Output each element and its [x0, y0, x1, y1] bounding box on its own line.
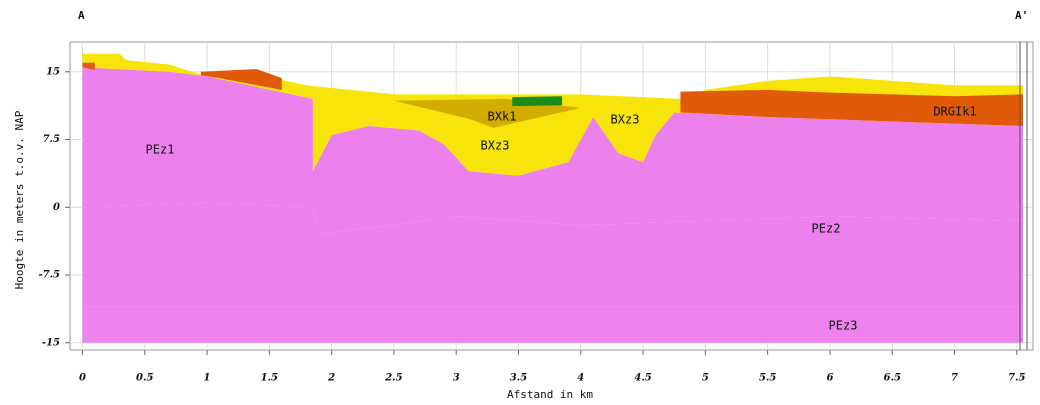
unit-label: BXk1: [488, 110, 517, 124]
x-axis-label: Afstand in km: [507, 388, 593, 401]
unit-label: BXz3: [611, 113, 640, 127]
x-tick-label: 6: [826, 373, 833, 384]
y-tick-label: -7.5: [38, 270, 60, 281]
x-tick-label: 4.5: [634, 373, 651, 384]
x-tick-label: 5: [702, 373, 709, 384]
x-tick-label: 0.5: [136, 373, 153, 384]
x-tick-label: 5.5: [759, 373, 776, 384]
x-tick-label: 2: [327, 373, 335, 384]
x-tick-label: 1: [204, 373, 211, 384]
start-label: A: [78, 9, 85, 22]
x-tick-label: 6.5: [884, 373, 901, 384]
chart: A A' Afstand in km Hoogte in meters t.o.…: [0, 0, 1040, 405]
y-tick-label: 15: [46, 66, 60, 77]
x-tick-label: 7: [951, 373, 958, 384]
x-tick-label: 0: [79, 373, 86, 384]
x-tick-label: 1.5: [261, 373, 278, 384]
unit-label: PEz2: [812, 222, 841, 236]
x-tick-label: 2.5: [384, 373, 402, 384]
y-tick-label: -15: [42, 337, 60, 348]
unit-label: DRGIk1: [933, 105, 976, 119]
geologic-unit: [82, 307, 1023, 343]
y-tick-label: 7.5: [43, 134, 60, 145]
x-tick-label: 3.5: [510, 373, 527, 384]
y-tick-label: 0: [53, 202, 60, 213]
y-axis-label: Hoogte in meters t.o.v. NAP: [13, 110, 26, 289]
x-tick-label: 3: [453, 373, 460, 384]
unit-label: BXz3: [481, 139, 510, 153]
unit-label: PEz3: [829, 319, 858, 333]
end-label: A': [1015, 9, 1028, 22]
geologic-unit: [512, 96, 562, 106]
x-tick-label: 4: [577, 373, 584, 384]
unit-label: PEz1: [146, 143, 175, 157]
x-tick-label: 7.5: [1008, 373, 1025, 384]
